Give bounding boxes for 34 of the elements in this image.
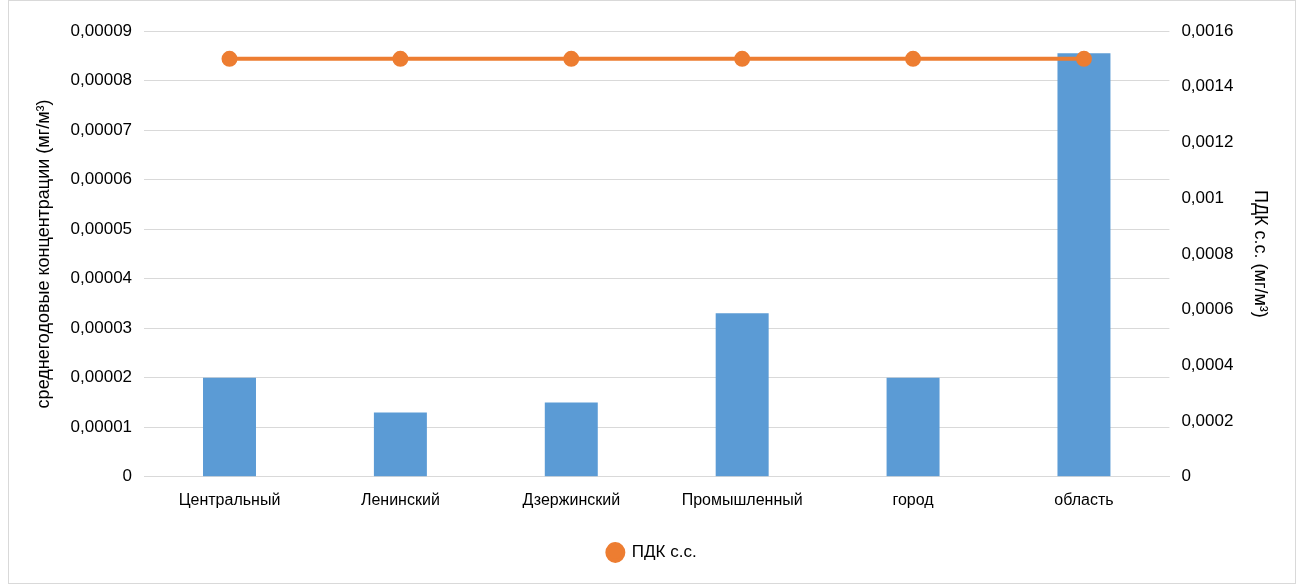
y-tick-label: 0 — [122, 466, 133, 486]
x-tick-label: Промышленный — [681, 490, 803, 508]
y2-tick-label: 0,0006 — [1181, 299, 1234, 319]
y-axis-title: среднегодовые концентрации (мг/м³) — [32, 99, 53, 409]
y-tick-label: 0,00007 — [70, 119, 133, 139]
x-tick-label: Ленинский — [360, 490, 440, 508]
bar — [544, 402, 598, 477]
y2-tick-label: 0,0008 — [1181, 243, 1234, 263]
y2-tick-label: 0,0002 — [1181, 410, 1234, 430]
x-tick-label: Дзержинский — [522, 490, 621, 508]
legend-label: ПДК с.с. — [631, 542, 697, 562]
y2-tick-label: 0,0012 — [1181, 132, 1234, 152]
y-tick-label: 0,00002 — [70, 367, 133, 387]
y2-tick-label: 0 — [1181, 466, 1191, 486]
y-tick-label: 0,00005 — [70, 218, 133, 238]
y-tick-label: 0,00001 — [70, 416, 133, 436]
y-tick-label: 0,00004 — [70, 268, 133, 288]
bar — [203, 377, 256, 477]
y2-axis-title: ПДК с.с. (мг/м³) — [1251, 189, 1272, 318]
y2-tick-label: 0,0004 — [1181, 355, 1234, 375]
x-tick-label: область — [1054, 490, 1114, 508]
y-tick-label: 0,00006 — [70, 169, 133, 189]
y2-tick-label: 0,0016 — [1181, 20, 1234, 40]
y-tick-label: 0,00008 — [70, 70, 133, 90]
y2-tick-label: 0,0014 — [1181, 76, 1234, 96]
y-tick-label: 0,00003 — [70, 317, 133, 337]
y-tick-label: 0,00009 — [70, 20, 133, 40]
y2-tick-label: 0,001 — [1181, 187, 1224, 207]
bar — [373, 412, 427, 477]
bar — [886, 377, 940, 477]
x-tick-label: Центральный — [178, 490, 281, 508]
bar — [715, 313, 769, 477]
x-tick-label: город — [892, 490, 935, 508]
bar — [1057, 53, 1111, 477]
